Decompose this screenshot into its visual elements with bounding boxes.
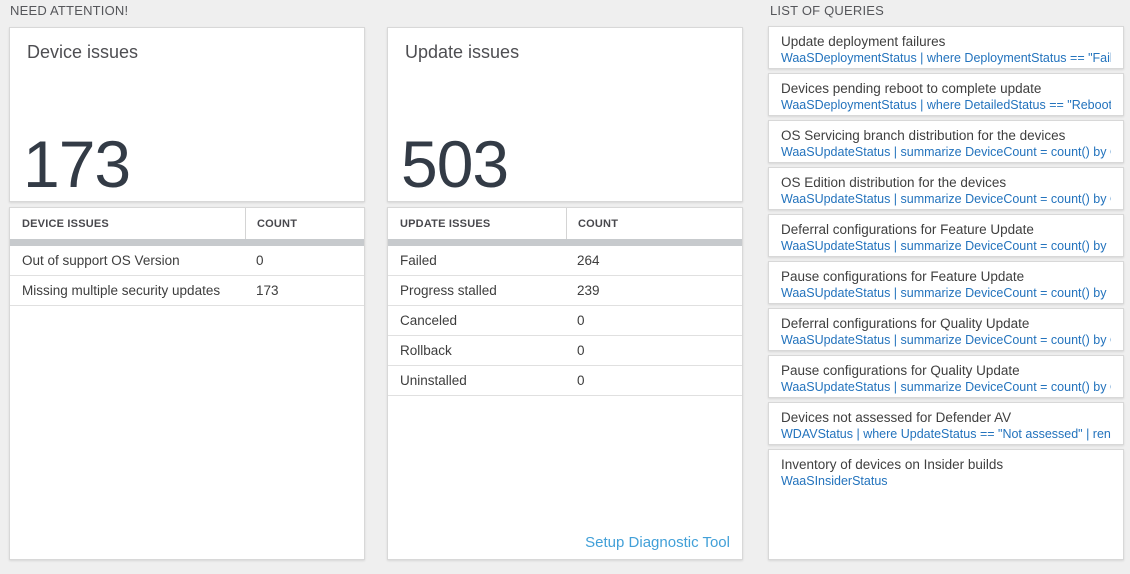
query-title: Pause configurations for Quality Update	[781, 363, 1020, 378]
queries-column: Update deployment failures WaaSDeploymen…	[768, 26, 1124, 560]
update-issues-count: 503	[401, 127, 509, 201]
device-issues-column: Device issues 173 DEVICE ISSUES COUNT Ou…	[9, 27, 365, 560]
query-title: Devices pending reboot to complete updat…	[781, 81, 1042, 96]
query-item[interactable]: Update deployment failures WaaSDeploymen…	[768, 26, 1124, 69]
query-title: Deferral configurations for Quality Upda…	[781, 316, 1030, 331]
update-issues-title: Update issues	[405, 42, 520, 62]
update-issues-tile[interactable]: Update issues 503	[387, 27, 743, 202]
query-text[interactable]: WaaSInsiderStatus	[781, 474, 888, 488]
query-item[interactable]: Pause configurations for Quality Update …	[768, 355, 1124, 398]
row-count: 0	[256, 253, 264, 268]
horizontal-scrollbar[interactable]	[388, 239, 742, 246]
query-title: Inventory of devices on Insider builds	[781, 457, 1004, 472]
row-count: 0	[577, 373, 585, 388]
query-text[interactable]: WaaSUpdateStatus | summarize DeviceCount…	[781, 192, 1111, 206]
query-text[interactable]: WaaSUpdateStatus | summarize DeviceCount…	[781, 380, 1111, 394]
row-label: Uninstalled	[400, 373, 467, 388]
count-column-header: COUNT	[566, 208, 742, 239]
row-label: Progress stalled	[400, 283, 497, 298]
query-item[interactable]: Deferral configurations for Feature Upda…	[768, 214, 1124, 257]
query-text[interactable]: WaaSUpdateStatus | summarize DeviceCount…	[781, 239, 1111, 253]
row-count: 0	[577, 343, 585, 358]
query-item[interactable]: Pause configurations for Feature Update …	[768, 261, 1124, 304]
update-issues-table-header: UPDATE ISSUES COUNT	[388, 208, 742, 239]
query-item[interactable]: Devices pending reboot to complete updat…	[768, 73, 1124, 116]
need-attention-header: NEED ATTENTION!	[10, 3, 129, 18]
query-item[interactable]: Devices not assessed for Defender AV WDA…	[768, 402, 1124, 445]
row-count: 0	[577, 313, 585, 328]
row-count: 264	[577, 253, 600, 268]
query-title: Update deployment failures	[781, 34, 946, 49]
device-issues-column-header: DEVICE ISSUES	[22, 217, 109, 230]
query-text[interactable]: WaaSDeploymentStatus | where DetailedSta…	[781, 98, 1111, 112]
device-issues-tile[interactable]: Device issues 173	[9, 27, 365, 202]
update-issues-column: Update issues 503 UPDATE ISSUES COUNT Fa…	[387, 27, 743, 560]
query-title: Deferral configurations for Feature Upda…	[781, 222, 1034, 237]
device-issues-table: DEVICE ISSUES COUNT Out of support OS Ve…	[9, 207, 365, 560]
query-item[interactable]: OS Servicing branch distribution for the…	[768, 120, 1124, 163]
row-label: Canceled	[400, 313, 458, 328]
update-issues-column-header: UPDATE ISSUES	[400, 217, 491, 230]
query-title: Pause configurations for Feature Update	[781, 269, 1025, 284]
setup-diagnostic-tool-link[interactable]: Setup Diagnostic Tool	[585, 534, 730, 551]
row-label: Failed	[400, 253, 437, 268]
table-row[interactable]: Missing multiple security updates 173	[10, 276, 364, 306]
row-count: 173	[256, 283, 279, 298]
device-issues-table-header: DEVICE ISSUES COUNT	[10, 208, 364, 239]
row-label: Rollback	[400, 343, 452, 358]
update-issues-table: UPDATE ISSUES COUNT Failed 264 Progress …	[387, 207, 743, 560]
row-count: 239	[577, 283, 600, 298]
query-text[interactable]: WaaSUpdateStatus | summarize DeviceCount…	[781, 286, 1111, 300]
query-item[interactable]: Inventory of devices on Insider builds W…	[768, 449, 1124, 560]
query-item[interactable]: OS Edition distribution for the devices …	[768, 167, 1124, 210]
horizontal-scrollbar[interactable]	[10, 239, 364, 246]
query-text[interactable]: WaaSDeploymentStatus | where DeploymentS…	[781, 51, 1111, 65]
table-row[interactable]: Failed 264	[388, 246, 742, 276]
table-row[interactable]: Out of support OS Version 0	[10, 246, 364, 276]
device-issues-title: Device issues	[27, 42, 139, 62]
table-row[interactable]: Rollback 0	[388, 336, 742, 366]
query-item[interactable]: Deferral configurations for Quality Upda…	[768, 308, 1124, 351]
query-text[interactable]: WDAVStatus | where UpdateStatus == "Not …	[781, 427, 1111, 441]
row-label: Missing multiple security updates	[22, 283, 221, 298]
table-row[interactable]: Progress stalled 239	[388, 276, 742, 306]
query-title: OS Servicing branch distribution for the…	[781, 128, 1066, 143]
table-row[interactable]: Canceled 0	[388, 306, 742, 336]
count-column-header: COUNT	[245, 208, 364, 239]
list-of-queries-header: LIST OF QUERIES	[770, 3, 885, 18]
table-row[interactable]: Uninstalled 0	[388, 366, 742, 396]
query-title: OS Edition distribution for the devices	[781, 175, 1007, 190]
query-title: Devices not assessed for Defender AV	[781, 410, 1012, 425]
row-label: Out of support OS Version	[22, 253, 180, 268]
query-text[interactable]: WaaSUpdateStatus | summarize DeviceCount…	[781, 145, 1111, 159]
query-text[interactable]: WaaSUpdateStatus | summarize DeviceCount…	[781, 333, 1111, 347]
device-issues-count: 173	[23, 127, 131, 201]
